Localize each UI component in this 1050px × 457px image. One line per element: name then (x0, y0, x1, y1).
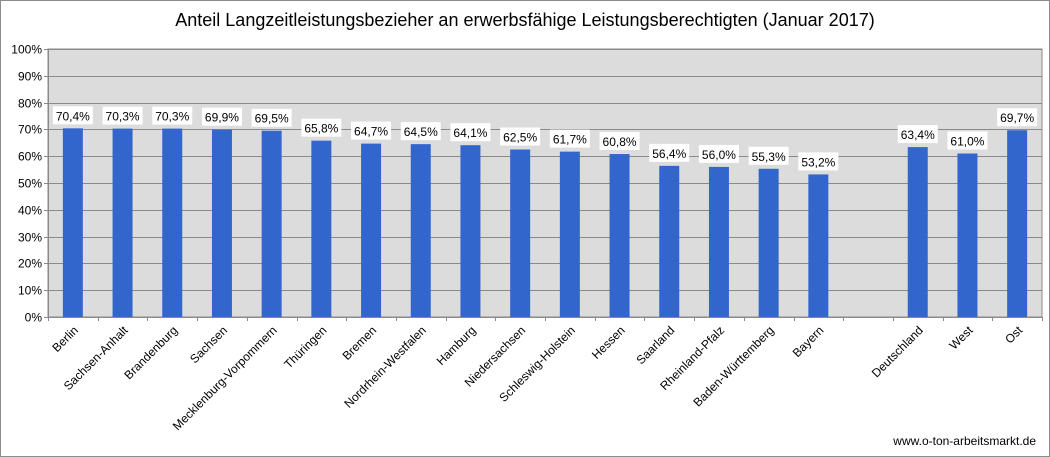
data-label-box (599, 132, 640, 151)
y-tick-label: 50% (18, 177, 42, 191)
data-label: 69,7% (1000, 111, 1034, 125)
data-label-box (152, 106, 193, 125)
data-label-box (201, 107, 242, 126)
y-tick-label: 0% (25, 311, 43, 325)
data-label-box (649, 143, 690, 162)
bar (211, 129, 232, 317)
data-label-box (798, 152, 839, 171)
bar (112, 128, 133, 317)
data-label: 70,3% (155, 110, 189, 124)
bar (559, 151, 580, 317)
bar (510, 149, 531, 317)
data-label-box (549, 129, 590, 148)
bar (460, 145, 481, 317)
y-tick-label: 10% (18, 284, 42, 298)
x-tick-label: Brandenburg (121, 323, 180, 382)
data-label-box (400, 122, 441, 141)
bar (62, 128, 83, 317)
data-label-box (251, 108, 292, 127)
data-label: 60,8% (603, 135, 637, 149)
y-tick-label: 20% (18, 257, 42, 271)
x-tick-label: Hessen (589, 323, 628, 362)
data-label: 62,5% (503, 131, 537, 145)
data-label: 70,3% (106, 110, 140, 124)
bar (708, 166, 729, 317)
bar (609, 154, 630, 317)
bar (410, 144, 431, 317)
x-tick-label: Deutschland (869, 323, 926, 380)
bar (311, 140, 332, 317)
data-label-box (997, 108, 1038, 127)
data-label: 69,9% (205, 111, 239, 125)
bar (907, 147, 928, 317)
x-tick-label: West (946, 323, 976, 353)
data-label-box (897, 125, 938, 144)
data-label: 64,7% (354, 125, 388, 139)
bar (758, 168, 779, 317)
data-label: 61,7% (553, 133, 587, 147)
data-label: 55,3% (752, 150, 786, 164)
x-tick-label: Saarland (633, 323, 677, 367)
bar (162, 128, 183, 317)
data-label: 61,0% (950, 135, 984, 149)
x-tick-label: Sachsen (187, 323, 230, 366)
y-tick-label: 30% (18, 231, 42, 245)
bar (659, 165, 680, 317)
data-label-box (748, 146, 789, 165)
x-tick-label: Mecklenburg-Vorpommern (170, 323, 280, 433)
x-tick-label: Thüringen (281, 323, 329, 371)
data-label: 63,4% (901, 128, 935, 142)
bar (361, 143, 382, 317)
data-label: 69,5% (255, 112, 289, 126)
y-tick-label: 90% (18, 70, 42, 84)
x-tick-label: Bremen (340, 323, 380, 363)
x-tick-label: Berlin (49, 323, 81, 355)
data-label-box (450, 123, 491, 142)
data-label: 65,8% (304, 122, 338, 136)
y-tick-label: 60% (18, 150, 42, 164)
bar (808, 174, 829, 317)
data-label-box (698, 144, 739, 163)
bar (1007, 130, 1028, 317)
data-label-box (947, 131, 988, 150)
bar (261, 130, 282, 317)
data-label-box (500, 127, 541, 146)
bar (957, 153, 978, 317)
y-tick-label: 80% (18, 97, 42, 111)
y-tick-label: 40% (18, 204, 42, 218)
data-label-box (52, 106, 93, 125)
data-label: 64,5% (404, 125, 438, 139)
data-label-box (102, 106, 143, 125)
data-label-box (351, 121, 392, 140)
x-tick-label: Bayern (790, 323, 827, 360)
data-label-box (301, 118, 342, 137)
data-label: 64,1% (453, 126, 487, 140)
x-tick-label: Nordrhein-Westfalen (341, 323, 429, 411)
data-label: 70,4% (56, 109, 90, 123)
data-label: 53,2% (801, 155, 835, 169)
y-tick-label: 100% (11, 43, 42, 57)
chart-title: Anteil Langzeitleistungsbezieher an erwe… (175, 10, 875, 30)
x-tick-label: Ost (1002, 323, 1026, 347)
data-label: 56,4% (652, 147, 686, 161)
data-label: 56,0% (702, 148, 736, 162)
x-tick-label: Hamburg (434, 323, 479, 368)
source-watermark: www.o-ton-arbeitsmarkt.de (893, 434, 1036, 448)
y-tick-label: 70% (18, 123, 42, 137)
